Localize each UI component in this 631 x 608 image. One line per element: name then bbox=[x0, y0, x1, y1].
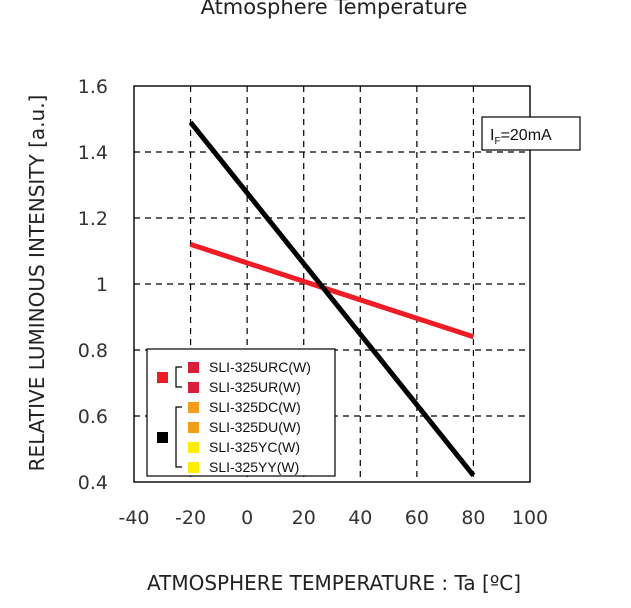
x-tick-label: -20 bbox=[175, 507, 206, 529]
legend-swatch bbox=[188, 382, 199, 393]
legend-group-marker bbox=[157, 372, 168, 383]
y-tick-label: 1 bbox=[96, 274, 108, 296]
x-tick-label: 0 bbox=[241, 507, 253, 529]
plot-frame bbox=[133, 85, 531, 483]
legend-swatch bbox=[188, 362, 199, 373]
legend-entry-label: SLI-325UR(W) bbox=[209, 379, 301, 395]
legend-group-marker bbox=[157, 432, 168, 443]
legend-swatch bbox=[188, 402, 199, 413]
chart-title: Atmosphere Temperature bbox=[201, 0, 468, 19]
legend-bracket bbox=[175, 366, 182, 388]
legend: SLI-325URC(W) SLI-325UR(W) SLI-325DC(W) SLI… bbox=[146, 348, 336, 477]
y-tick-label: 0.8 bbox=[78, 340, 108, 362]
y-tick-label: 1.2 bbox=[78, 208, 108, 230]
x-tick-label: 100 bbox=[512, 507, 548, 529]
x-tick-label: 20 bbox=[292, 507, 316, 529]
x-tick-label: -40 bbox=[118, 507, 149, 529]
legend-entry-label: SLI-325URC(W) bbox=[209, 359, 311, 375]
x-tick-label: 60 bbox=[405, 507, 429, 529]
legend-swatch bbox=[188, 422, 199, 433]
series-line-1 bbox=[189, 242, 475, 340]
legend-bracket bbox=[175, 406, 182, 468]
series-layer bbox=[188, 120, 476, 477]
condition-value: =20mA bbox=[501, 127, 552, 144]
y-tick-labels: 0.4 0.6 0.8 1 1.2 1.4 1.6 bbox=[78, 76, 108, 494]
series-line-2 bbox=[188, 120, 476, 477]
svg-text:IF=20mA: IF=20mA bbox=[490, 127, 552, 147]
condition-subscript: F bbox=[494, 136, 500, 147]
legend-entry-label: SLI-325YY(W) bbox=[209, 459, 299, 475]
y-tick-label: 1.4 bbox=[78, 142, 108, 164]
legend-entry-label: SLI-325YC(W) bbox=[209, 439, 300, 455]
legend-swatch bbox=[188, 442, 199, 453]
legend-frame bbox=[146, 348, 336, 477]
x-tick-label: 80 bbox=[461, 507, 485, 529]
x-axis-label: ATMOSPHERE TEMPERATURE : Ta [ºC] bbox=[147, 571, 521, 595]
x-tick-labels: -40 -20 0 20 40 60 80 100 bbox=[118, 507, 548, 529]
condition-symbol: I bbox=[490, 127, 494, 144]
condition-box: IF=20mA bbox=[481, 116, 581, 151]
legend-entry-label: SLI-325DU(W) bbox=[209, 419, 301, 435]
legend-entry-label: SLI-325DC(W) bbox=[209, 399, 301, 415]
y-tick-label: 0.4 bbox=[78, 472, 108, 494]
y-tick-label: 1.6 bbox=[78, 76, 108, 98]
legend-swatch bbox=[188, 462, 199, 473]
x-tick-label: 40 bbox=[348, 507, 372, 529]
y-axis-label: RELATIVE LUMINOUS INTENSITY [a.u.] bbox=[25, 95, 49, 472]
y-tick-label: 0.6 bbox=[78, 406, 108, 428]
